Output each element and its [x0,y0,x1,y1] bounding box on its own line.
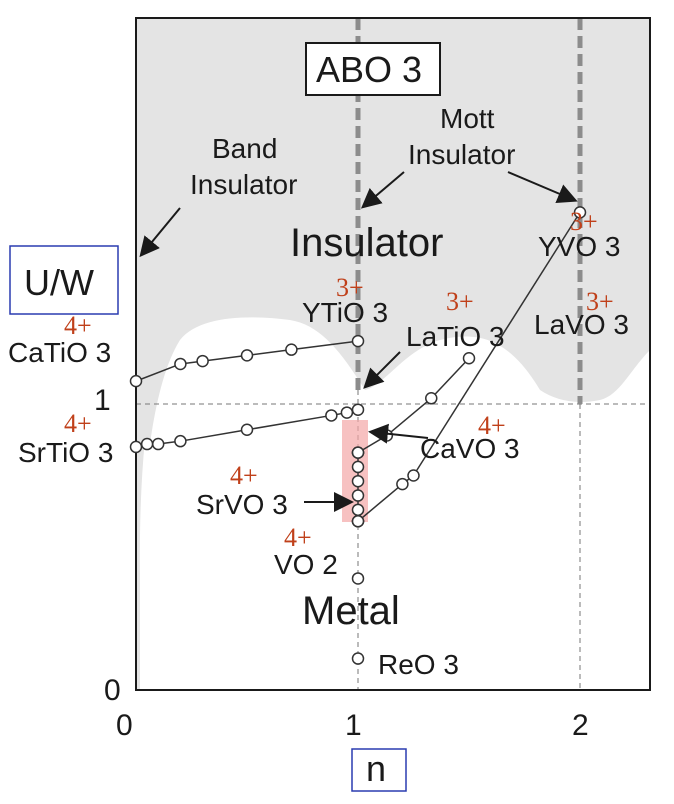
series-3-segment [357,483,403,522]
series-1-point [151,437,165,451]
label-vo2: VO 2 [274,549,338,580]
series-0-point [129,374,143,388]
band-insulator-line2: Insulator [190,169,297,200]
series-0-point [196,354,209,368]
label-reo3: ReO 3 [378,649,459,680]
ox-ytio3: 3+ [336,273,364,302]
plot-frame [135,17,651,691]
metal-region [140,317,650,690]
series-1-point [129,440,143,454]
label-yvo3: YVO 3 [538,231,620,262]
series-3-point [396,477,409,491]
series-2-point [425,392,438,405]
insulator-label: Insulator [290,221,443,265]
ox-yvo3: 3+ [570,207,598,236]
compound-point-0 [351,446,365,459]
y-tick-1: 1 [94,384,111,417]
cavo-arrow [368,423,429,444]
series-0-point [174,357,187,371]
vertical-series-point [351,503,365,517]
series-1-point [340,406,354,419]
x-tick-0: 0 [116,709,133,742]
ox-srvo3: 4+ [230,461,258,490]
mott-insulator-line1: Mott [440,103,495,134]
compound-point-3 [351,652,365,665]
series-1-point [140,437,154,451]
ox-lavo3: 3+ [586,287,614,316]
label-catio3: CaTiO 3 [8,337,111,368]
ox-catio3: 4+ [64,311,92,340]
series-3-segment [412,211,581,476]
chart-title: ABO 3 [316,49,422,90]
compound-point-2 [351,572,365,585]
vertical-series-point [351,489,365,502]
ox-vo2: 4+ [284,523,312,552]
series-0-point [285,343,298,356]
series-1-point [351,403,365,416]
series-2-point [380,429,394,442]
ox-srtio3: 4+ [64,409,92,438]
vertical-series-point [351,460,365,474]
metal-label: Metal [302,589,400,633]
series-2-point [462,351,476,365]
label-srvo3: SrVO 3 [196,489,288,520]
mott-arrow-2 [507,171,578,203]
label-cavo3: CaVO 3 [420,433,520,464]
mott-insulator-line2: Insulator [408,139,515,170]
latio-arrow [363,351,401,389]
x-tick-1: 1 [345,709,362,742]
series-1-segment [246,414,332,431]
series-0-point [351,334,365,348]
ylabel-box [9,245,119,315]
series-0-segment [135,363,181,382]
label-srtio3: SrTiO 3 [18,437,113,468]
label-latio3: LaTiO 3 [406,321,505,352]
y-tick-0: 0 [104,674,121,707]
series-0-segment [291,340,359,351]
label-lavo3: LaVO 3 [534,309,629,340]
series-3-point [407,469,420,482]
series-0-point [240,349,254,362]
x-tick-2: 2 [572,709,589,742]
series-1-point [325,409,338,422]
ox-latio3: 3+ [446,287,474,316]
title-box [305,42,441,96]
mott-arrow-1 [360,171,405,209]
series-1-point [174,434,187,448]
ox-cavo3: 4+ [478,411,506,440]
xlabel-box [351,748,407,792]
series-1-segment [180,429,248,442]
label-ytio3: YTiO 3 [302,297,388,328]
compound-point-1 [351,515,365,528]
y-axis-label: U/W [24,262,94,303]
series-0-segment [246,348,292,357]
band-insulator-arrow [139,207,181,258]
series-1-point [240,423,254,436]
series-2-segment [430,357,470,399]
band-insulator-line1: Band [212,133,277,164]
series-0-segment [202,354,248,362]
vertical-series-point [351,474,365,488]
series-2-segment [386,397,432,437]
series-3-point [573,206,587,219]
x-axis-label: n [366,748,386,789]
band-boundary [139,439,155,691]
